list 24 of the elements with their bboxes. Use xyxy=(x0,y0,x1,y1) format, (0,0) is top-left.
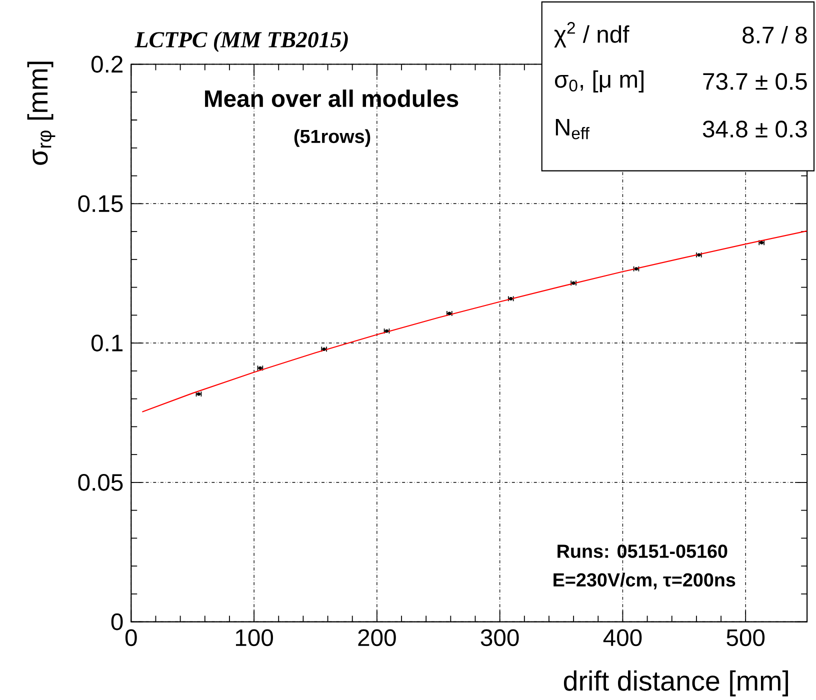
text: 8.7 / 8 xyxy=(742,26,807,44)
annotation: 34.8 ± 0.3 xyxy=(702,120,807,138)
text: χ$^{2}$ / ndf xyxy=(554,22,630,48)
y-axis-title: σ$_{rφ}$ [mm] xyxy=(27,62,56,165)
y-tick-label: 0.2 xyxy=(91,56,122,73)
annotation: σ$_{0}$, [μ m] xyxy=(554,70,644,92)
x-tick-label: 300 xyxy=(480,629,519,646)
annotation: Mean over all modules xyxy=(205,89,458,107)
x-axis-title: drift distance [mm] xyxy=(564,670,788,696)
annotation: E=230V/cm, τ=200ns xyxy=(554,572,736,590)
annotation: Runs: 05151-05160 xyxy=(558,544,728,558)
y-tick-label: 0.1 xyxy=(91,334,123,352)
x-tick-label: 400 xyxy=(603,629,642,646)
x-tick-label: 0 xyxy=(125,629,137,646)
x-tick-label: 200 xyxy=(358,629,396,646)
y-tick-label: 0 xyxy=(111,613,123,630)
x-tick-label: 500 xyxy=(726,629,765,646)
annotation: (51rows) xyxy=(294,129,370,147)
chart-title: LCTPC (MM TB2015) xyxy=(134,31,348,52)
annotation: 73.7 ± 0.5 xyxy=(703,72,807,90)
annotation: N$_{eff}$ xyxy=(556,118,590,140)
y-tick-label: 0.15 xyxy=(78,195,123,212)
x-tick-label: 100 xyxy=(236,629,273,646)
y-tick-label: 0.05 xyxy=(78,474,123,491)
